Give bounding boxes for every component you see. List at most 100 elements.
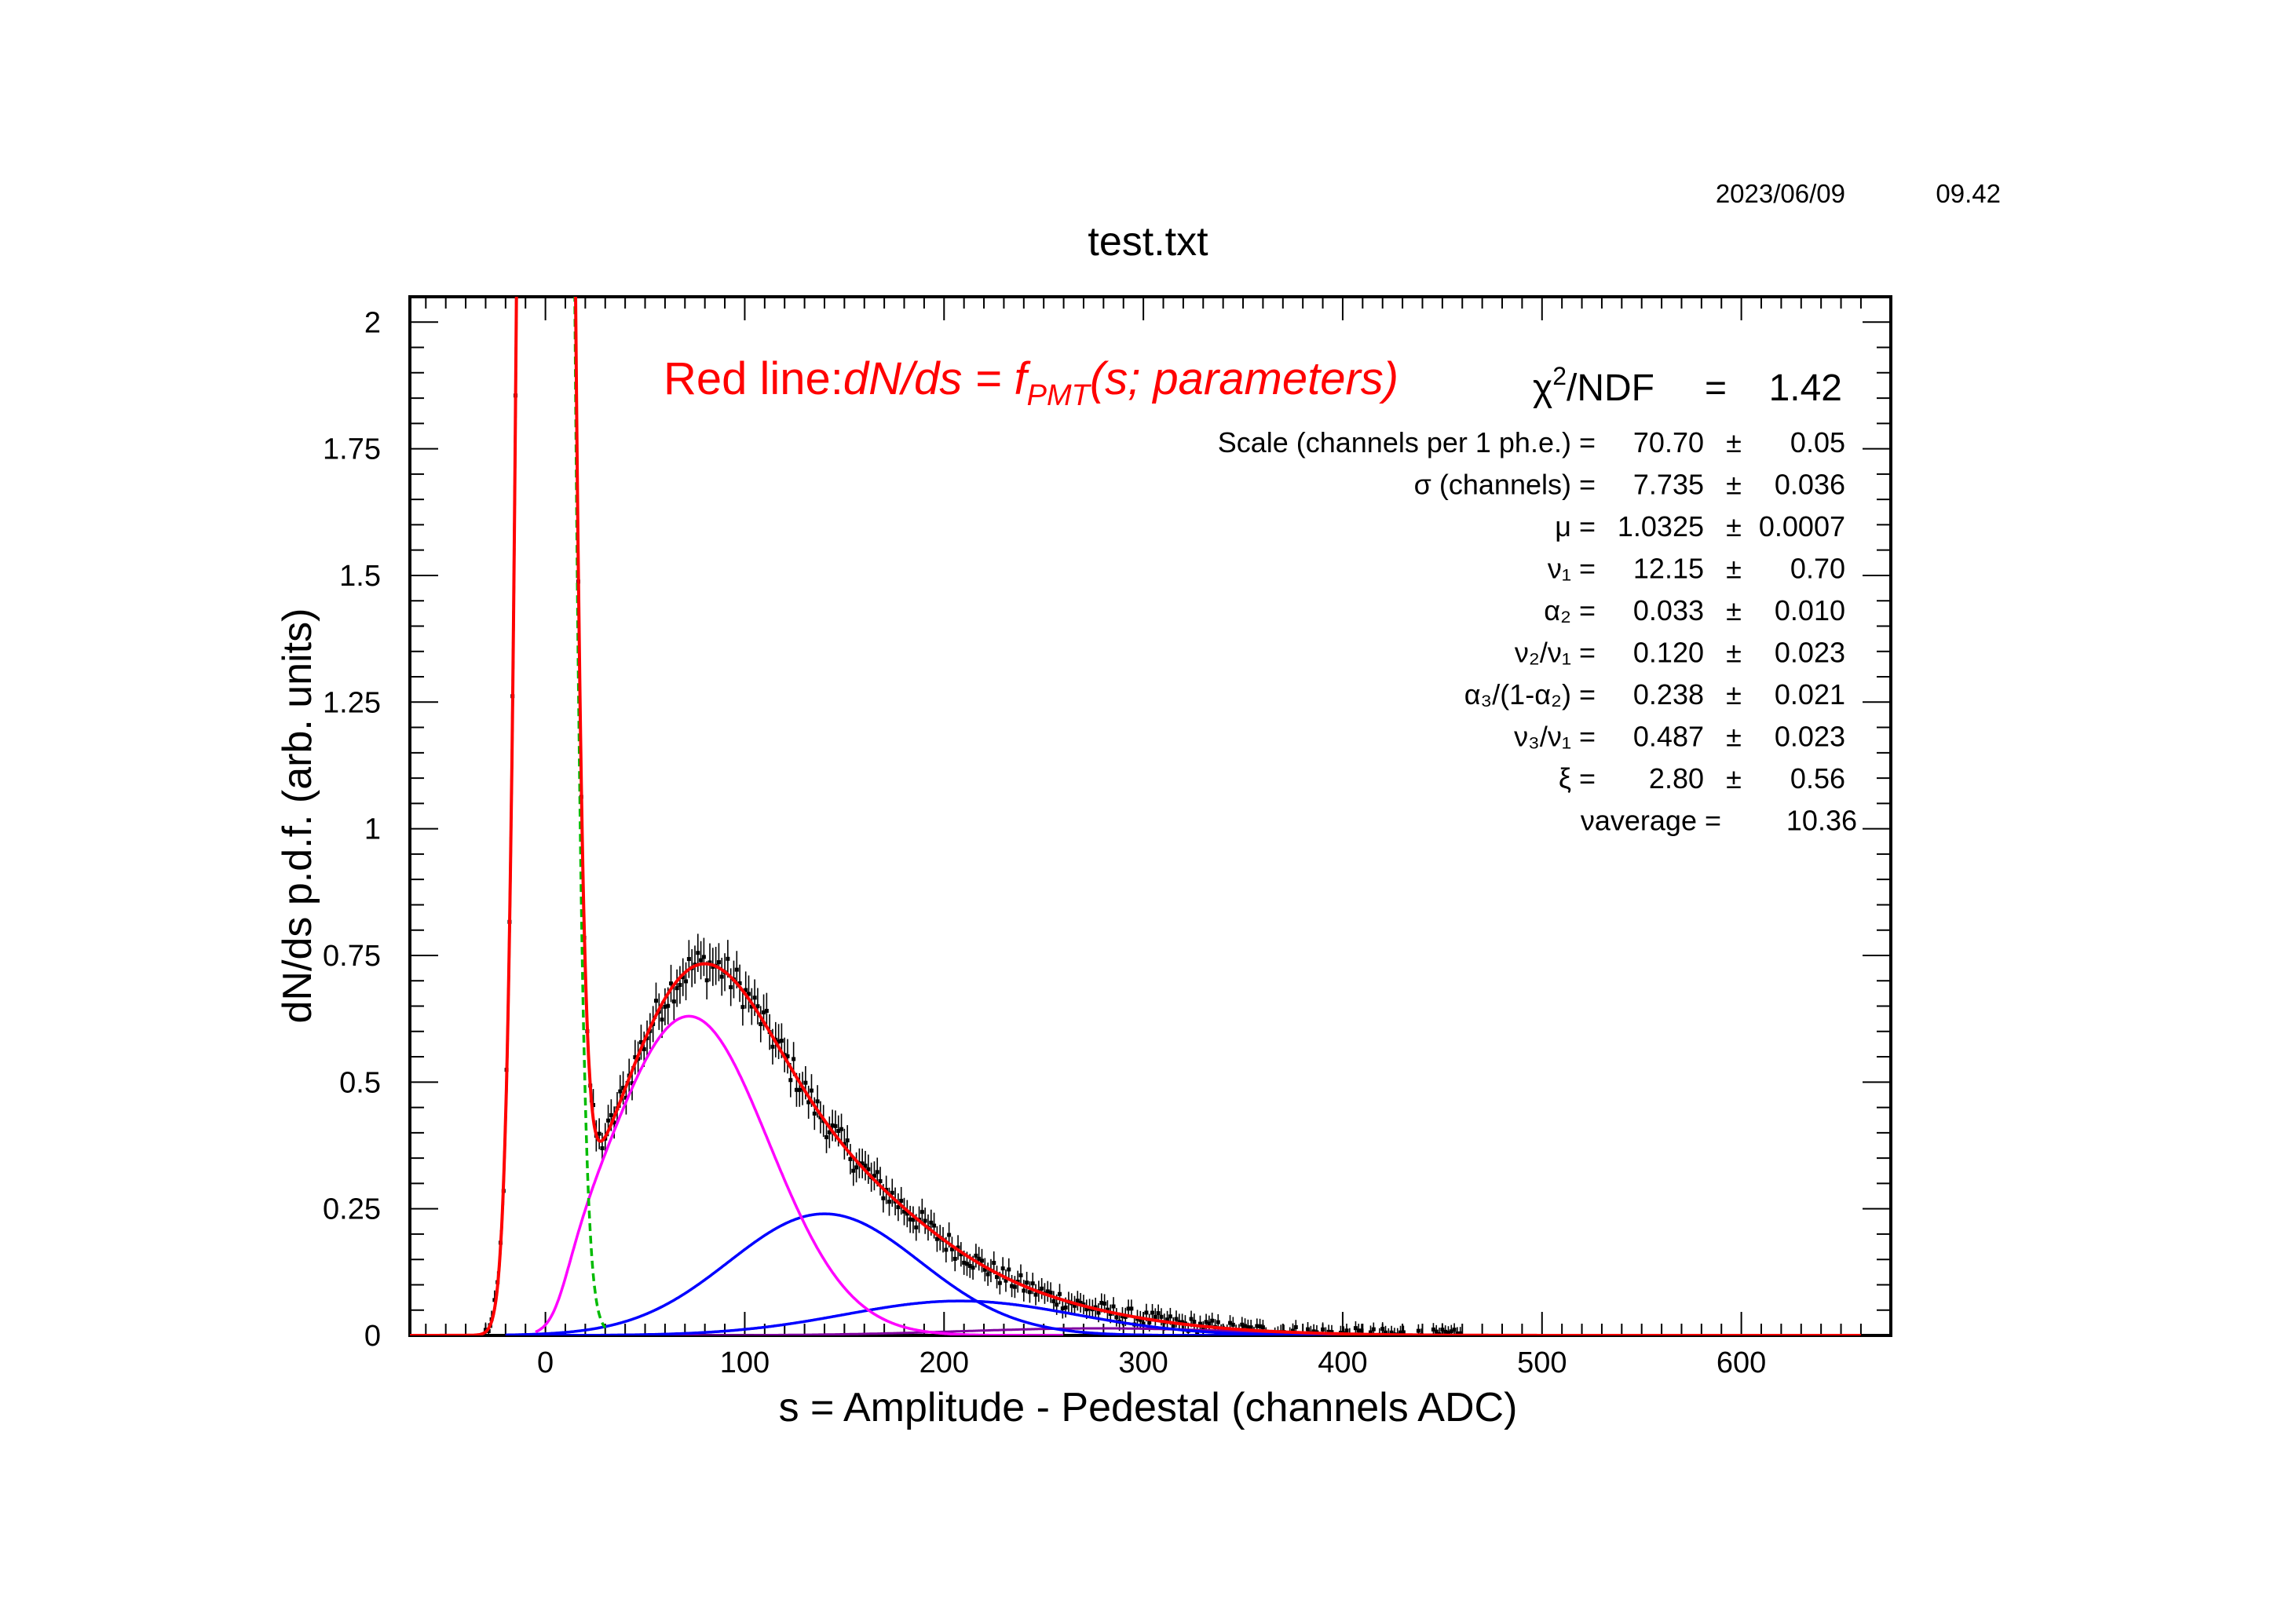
data-point	[734, 967, 739, 972]
legend-formula-sub: PMT	[1027, 379, 1092, 412]
data-point	[997, 1280, 1002, 1285]
data-point	[971, 1266, 975, 1270]
axis-ticks	[410, 297, 1891, 1336]
y-tick-label: 0.75	[323, 940, 381, 973]
data-point	[1249, 1325, 1253, 1330]
param-pm: ±	[1726, 510, 1742, 542]
data-point	[908, 1217, 912, 1222]
data-point	[1204, 1320, 1208, 1324]
data-point	[866, 1167, 871, 1171]
data-point	[597, 1131, 601, 1136]
data-point	[719, 974, 724, 979]
fit-curves	[410, 297, 1862, 1335]
time-label: 09.42	[1936, 179, 2001, 208]
data-point	[1240, 1322, 1245, 1327]
data-point	[1156, 1311, 1161, 1316]
param-error: 0.023	[1775, 637, 1845, 669]
data-point	[788, 1078, 793, 1083]
data-point	[1329, 1330, 1334, 1335]
data-point	[974, 1253, 978, 1258]
data-point	[1171, 1324, 1175, 1328]
y-tick-label: 0.5	[339, 1066, 381, 1099]
data-point	[759, 1022, 763, 1027]
data-point	[1022, 1288, 1026, 1293]
data-point	[1063, 1305, 1068, 1310]
data-point	[1007, 1267, 1011, 1272]
data-point	[1180, 1320, 1185, 1324]
data-point	[949, 1247, 954, 1251]
param-error: 0.0007	[1759, 510, 1845, 542]
data-point	[995, 1275, 1000, 1280]
data-point	[1449, 1329, 1453, 1334]
data-point	[1159, 1314, 1164, 1319]
data-point	[985, 1272, 990, 1277]
data-point	[1058, 1291, 1062, 1296]
data-point	[779, 1039, 784, 1043]
data-point	[612, 1120, 616, 1125]
chi2-symbol: χ	[1533, 367, 1552, 409]
data-point	[1243, 1324, 1248, 1328]
date-label: 2023/06/09	[1716, 179, 1845, 208]
data-point	[678, 983, 682, 988]
data-point	[747, 992, 751, 996]
data-point	[905, 1211, 909, 1216]
data-point	[881, 1196, 886, 1200]
param-label: ξ =	[1559, 762, 1596, 795]
data-point	[1012, 1284, 1017, 1289]
chart-title: test.txt	[1088, 219, 1208, 265]
data-point	[833, 1123, 838, 1128]
data-point	[842, 1142, 846, 1146]
param-pm: ±	[1726, 594, 1742, 627]
legend-formula: Red line:dN/ds = fPMT(s; parameters)	[664, 353, 1398, 412]
data-point	[875, 1170, 879, 1174]
data-point	[815, 1099, 820, 1104]
data-point	[887, 1200, 891, 1204]
data-point	[1197, 1321, 1202, 1326]
data-point	[653, 999, 658, 1003]
data-point	[1401, 1330, 1406, 1335]
data-point	[809, 1088, 813, 1093]
data-points	[483, 16, 1463, 1335]
data-point	[1384, 1330, 1388, 1335]
data-point	[770, 1044, 775, 1049]
data-point	[1192, 1320, 1197, 1324]
data-point	[1147, 1321, 1152, 1325]
data-point	[1129, 1306, 1134, 1311]
data-point	[1004, 1278, 1008, 1283]
data-point	[1108, 1312, 1113, 1317]
data-point	[1321, 1327, 1325, 1332]
data-point	[980, 1259, 985, 1263]
chi2-equals: =	[1705, 367, 1727, 409]
data-point	[1210, 1318, 1215, 1323]
data-point	[517, 16, 521, 20]
param-value: 1.0325	[1618, 510, 1704, 542]
param-pm: ±	[1726, 678, 1742, 711]
data-point	[1027, 1290, 1032, 1295]
data-point	[699, 958, 704, 963]
param-label: ν₃/ν₁ =	[1514, 721, 1596, 753]
fit-parameters: Scale (channels per 1 ph.e.) = 70.70 ±0.05…	[1218, 426, 1857, 837]
data-point	[911, 1218, 916, 1222]
param-value: 12.15	[1633, 553, 1704, 585]
data-point	[1389, 1330, 1394, 1335]
data-point	[1440, 1328, 1445, 1332]
data-point	[1371, 1327, 1376, 1332]
data-point	[854, 1165, 859, 1170]
data-point	[1359, 1328, 1364, 1333]
param-value: 0.487	[1633, 721, 1704, 753]
x-tick-labels: 0 100 200 300 400 500 600	[537, 1346, 1766, 1379]
data-point	[836, 1129, 841, 1134]
data-point	[1099, 1300, 1104, 1305]
data-point	[1258, 1324, 1263, 1328]
param-error: 0.036	[1775, 469, 1845, 501]
param-error: 0.56	[1790, 762, 1845, 795]
data-point	[1040, 1286, 1044, 1291]
data-point	[1025, 1280, 1029, 1285]
data-point	[1443, 1329, 1448, 1334]
data-point	[666, 1003, 671, 1008]
data-point	[827, 1130, 832, 1134]
y-axis-label: dN/ds p.d.f. (arb. units)	[275, 608, 320, 1024]
data-point	[982, 1267, 987, 1272]
data-point	[1344, 1328, 1349, 1333]
param-label: νaverage =	[1581, 805, 1721, 837]
